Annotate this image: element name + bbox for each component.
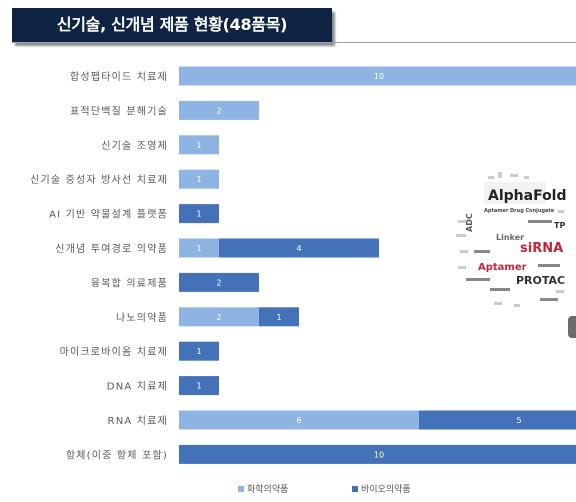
bar-value-label: 2 <box>216 278 221 287</box>
page-title: 신기술, 신개념 제품 현황(48품목) <box>12 8 332 42</box>
bar-value-label: 6 <box>296 416 301 425</box>
title-divider <box>12 42 576 43</box>
bar-value-label: 1 <box>196 210 201 219</box>
bar-value-label: 1 <box>196 347 201 356</box>
category-label: DNA 치료제 <box>107 381 168 393</box>
bar-chemical <box>179 135 219 155</box>
bar-value-label: 1 <box>276 313 281 322</box>
category-label: 항체(이중 항체 포함) <box>66 449 168 461</box>
word-cloud-image: AlphaFold Aptamer Drug Conjugate ADC Lin… <box>454 170 566 312</box>
bar-value-label: 1 <box>196 244 201 253</box>
bar-bio <box>419 410 576 430</box>
bar-value-label: 1 <box>196 175 201 184</box>
legend-label: 화학의약품 <box>247 483 288 495</box>
word-tpd: TPD <box>554 221 566 230</box>
bar-bio <box>259 307 299 327</box>
category-label: 신기술 조영제 <box>101 140 168 152</box>
bars: 10 2 1 1 1 1 4 2 2 1 1 1 6 5 10 <box>179 66 576 464</box>
bar-bio <box>179 341 219 361</box>
bar-chemical <box>179 169 219 189</box>
category-label: 신기술 중성자 방사선 치료제 <box>30 174 168 186</box>
bar-bio <box>179 272 259 292</box>
bar-bio <box>179 204 219 224</box>
bar-value-label: 4 <box>296 244 301 253</box>
bar-value-label: 10 <box>374 450 384 459</box>
scrollbar-thumb[interactable] <box>568 316 576 338</box>
bar-bio <box>179 444 576 464</box>
bar-chemical <box>179 307 259 327</box>
bar-chemical <box>179 100 259 120</box>
bar-chemical <box>179 238 219 258</box>
bar-value-label: 1 <box>196 141 201 150</box>
word-adc-conjugate: Aptamer Drug Conjugate <box>484 208 555 214</box>
category-label: 합성펩타이드 치료제 <box>70 71 168 83</box>
bar-value-label: 2 <box>216 106 221 115</box>
word-linker: Linker <box>496 233 524 242</box>
word-aptamer: Aptamer <box>478 262 527 273</box>
category-label: RNA 치료제 <box>108 415 168 427</box>
category-label: 나노의약품 <box>116 312 168 324</box>
category-label: 마이크로바이옴 치료제 <box>60 346 168 358</box>
legend-swatch <box>238 486 244 492</box>
category-label: 표적단백질 분해기술 <box>70 104 168 117</box>
bar-bio <box>219 238 379 258</box>
bar-chemical <box>179 66 576 86</box>
category-label: 신개념 투여경로 의약품 <box>55 242 168 255</box>
legend: 화학의약품 바이오의약품 <box>238 483 411 495</box>
category-label: 융복합 의료제품 <box>91 277 168 289</box>
word-sirna: siRNA <box>520 241 563 256</box>
bar-chemical <box>179 410 419 430</box>
bar-value-label: 10 <box>374 72 384 81</box>
bar-bio <box>179 376 219 396</box>
bar-value-label: 2 <box>216 313 221 322</box>
word-adc: ADC <box>465 213 474 232</box>
legend-swatch <box>352 486 358 492</box>
word-alphafold: AlphaFold <box>488 188 566 204</box>
word-protac: PROTAC <box>516 274 565 287</box>
category-label: AI 기반 약물설계 플랫폼 <box>49 209 168 221</box>
legend-label: 바이오의약품 <box>361 483 411 495</box>
bar-value-label: 5 <box>516 416 521 425</box>
bar-value-label: 1 <box>196 382 201 391</box>
